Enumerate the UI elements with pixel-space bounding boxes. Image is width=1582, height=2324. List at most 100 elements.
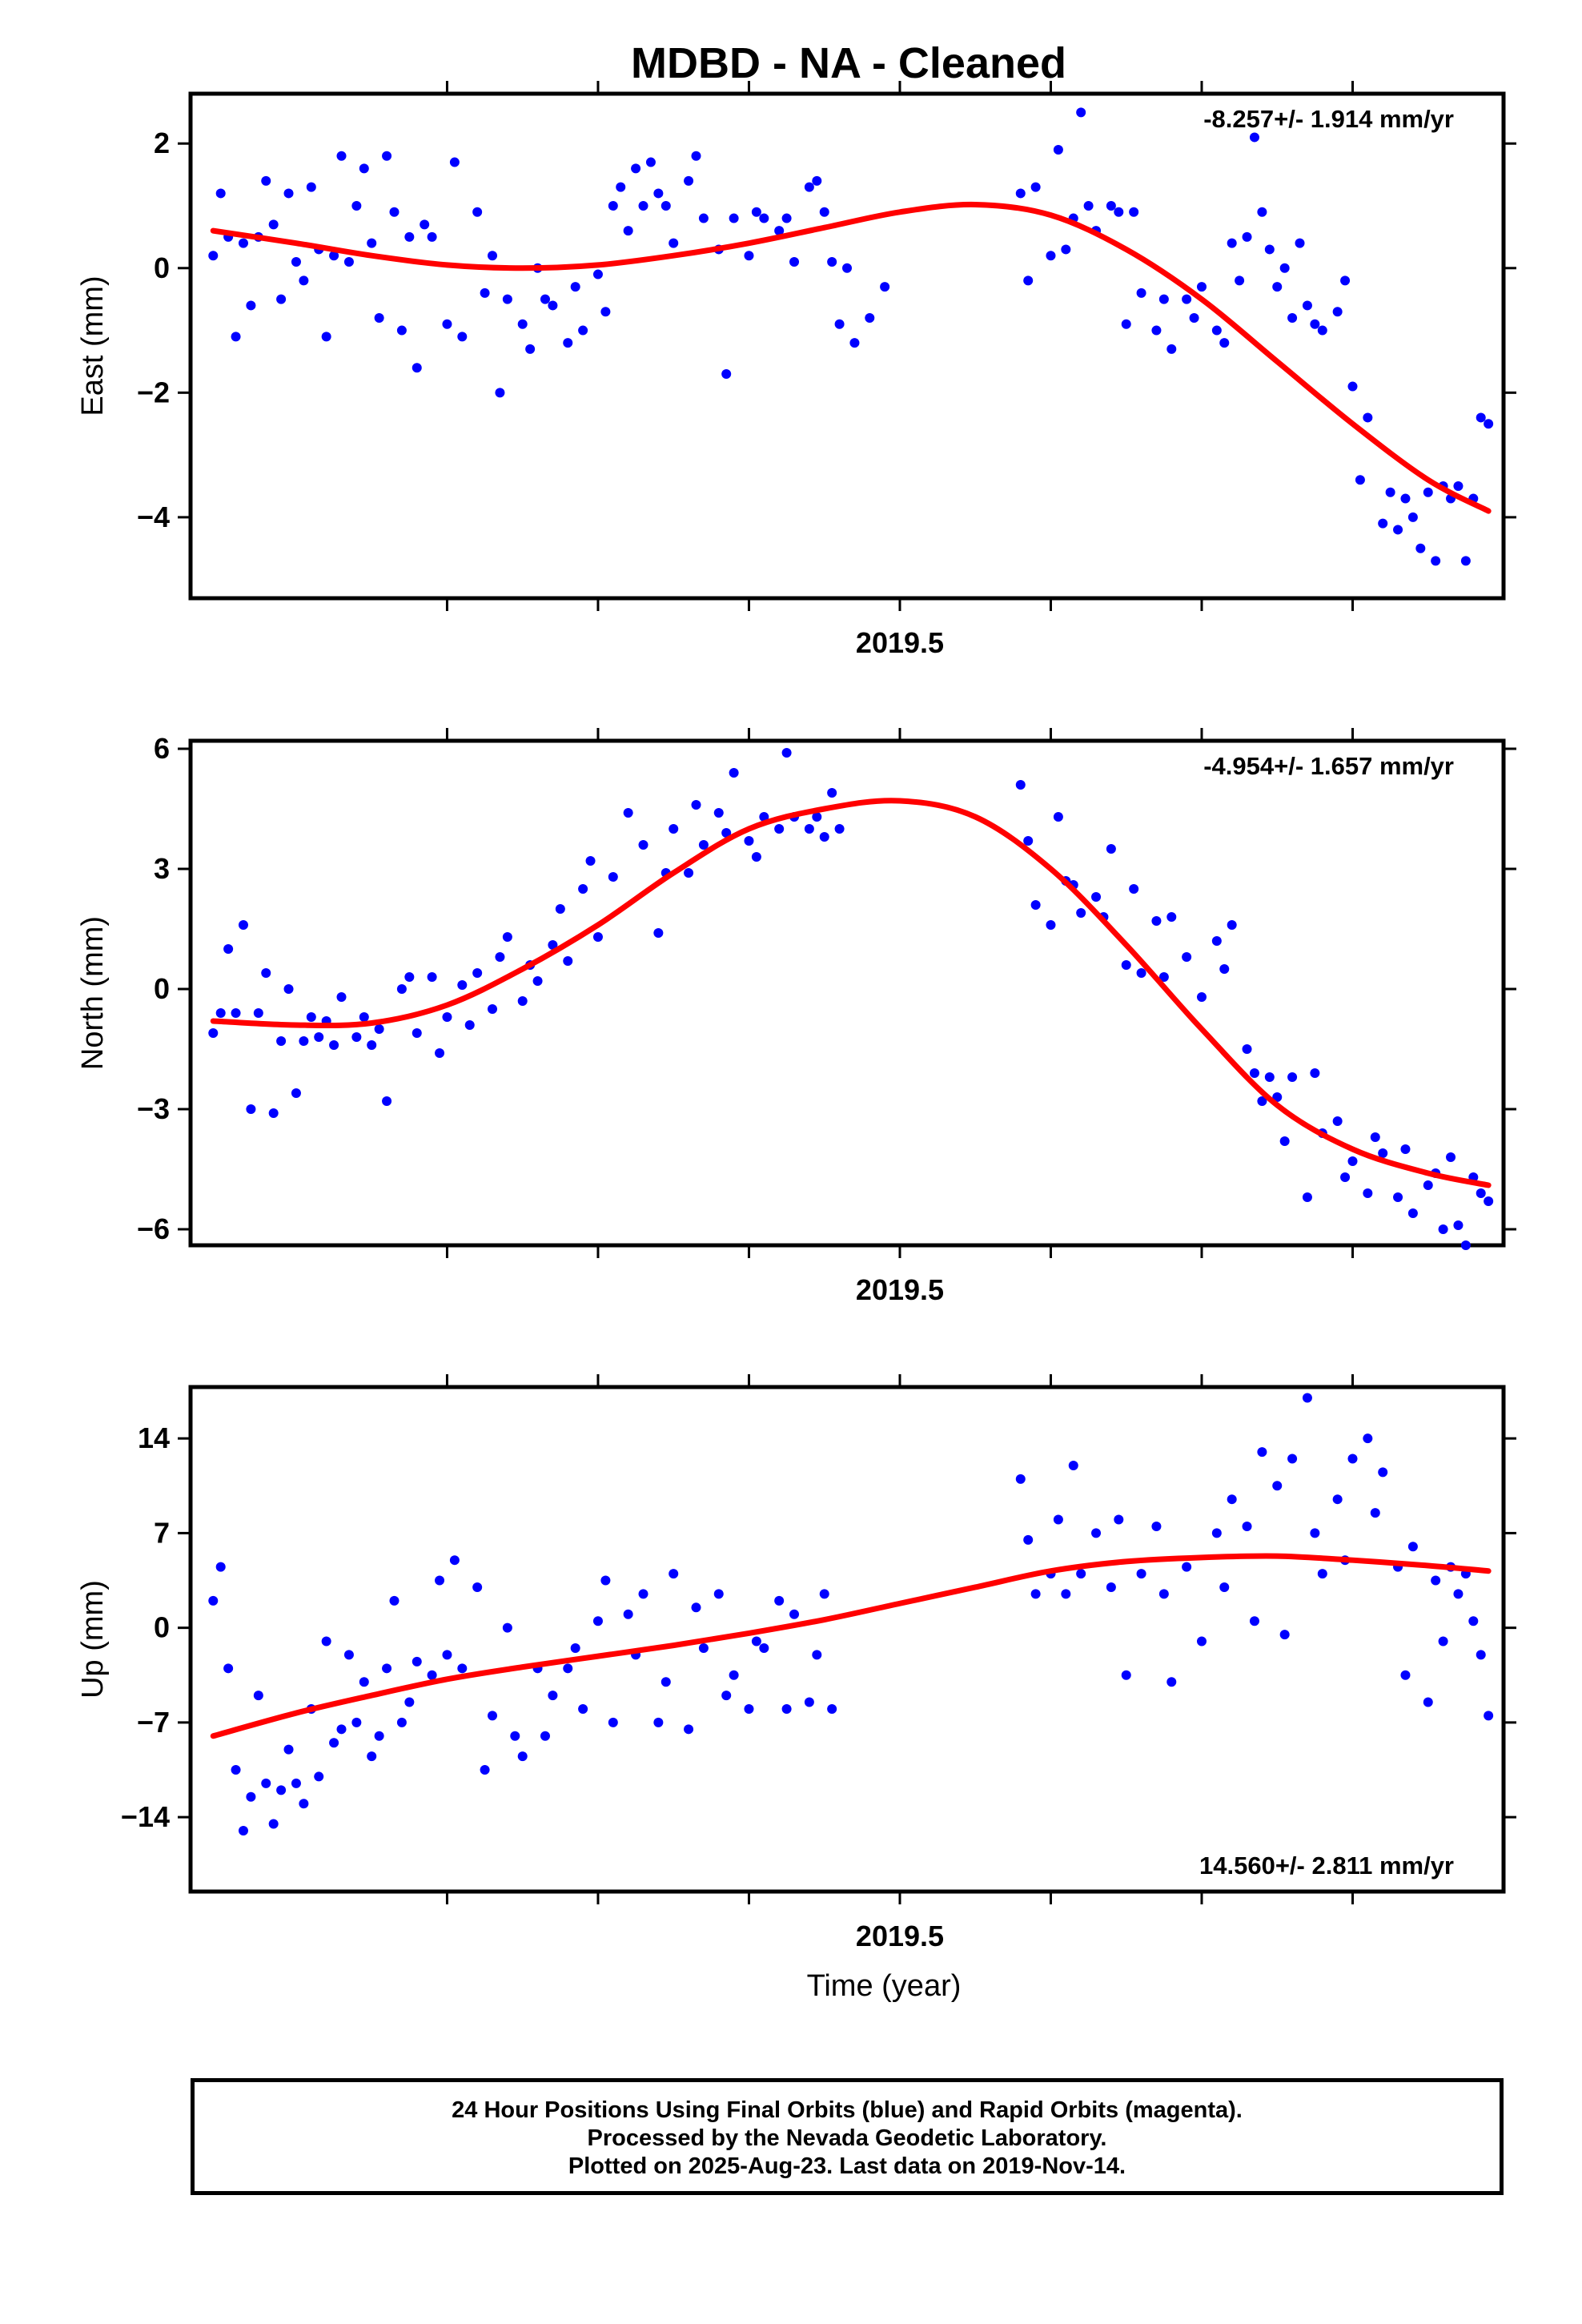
data-point: [721, 369, 732, 379]
data-point: [261, 1778, 271, 1788]
data-point: [488, 1711, 498, 1721]
data-point: [774, 824, 785, 834]
data-point: [1407, 1542, 1418, 1552]
data-point: [555, 904, 565, 914]
data-point: [1310, 319, 1320, 329]
data-point: [865, 313, 875, 323]
data-point: [1219, 964, 1230, 974]
data-point: [1114, 207, 1124, 217]
data-point: [359, 163, 369, 174]
data-point: [812, 1650, 822, 1660]
data-point: [502, 932, 512, 942]
data-point: [563, 956, 573, 966]
data-point: [1407, 512, 1418, 522]
data-point: [669, 824, 679, 834]
data-point: [306, 1012, 316, 1022]
data-point: [698, 840, 709, 850]
data-point: [1061, 1589, 1071, 1599]
data-point: [343, 257, 354, 267]
data-point: [684, 868, 694, 878]
data-point: [578, 884, 588, 894]
data-point: [1158, 1589, 1169, 1599]
data-point: [1030, 900, 1041, 910]
data-point: [268, 1819, 279, 1829]
data-point: [336, 151, 347, 161]
data-point: [1114, 1514, 1124, 1525]
data-point: [729, 768, 739, 778]
velocity-annotation: -4.954+/- 1.657 mm/yr: [1203, 752, 1454, 780]
y-tick-label: 14: [138, 1421, 170, 1454]
data-point: [367, 238, 377, 248]
data-point: [834, 824, 845, 834]
data-point: [1446, 1152, 1456, 1162]
data-point: [1211, 936, 1222, 946]
data-point: [1476, 1650, 1486, 1660]
data-point: [827, 788, 837, 798]
data-point: [759, 213, 769, 223]
data-point: [367, 1040, 377, 1050]
data-point: [1279, 1136, 1290, 1146]
data-point: [684, 1724, 694, 1735]
data-point: [396, 984, 407, 994]
data-point: [1211, 1528, 1222, 1538]
data-point: [1196, 1636, 1207, 1647]
data-point: [744, 1703, 754, 1714]
data-point: [713, 1589, 724, 1599]
data-point: [781, 1703, 792, 1714]
data-point: [442, 319, 452, 329]
data-point: [1257, 1096, 1267, 1106]
data-point: [457, 332, 468, 342]
data-point: [374, 1024, 384, 1034]
data-point: [578, 325, 588, 336]
y-tick-label: 3: [154, 852, 170, 885]
data-point: [1302, 1393, 1312, 1403]
data-point: [600, 1575, 611, 1586]
data-point: [1030, 1589, 1041, 1599]
data-point: [1015, 780, 1026, 790]
data-point: [661, 201, 671, 211]
data-point: [669, 1569, 679, 1579]
data-point: [268, 219, 279, 230]
data-point: [1484, 1196, 1494, 1206]
data-point: [215, 1562, 226, 1572]
data-point: [1400, 1144, 1411, 1154]
data-point: [510, 1731, 520, 1741]
data-point: [827, 257, 837, 267]
data-point: [638, 1589, 648, 1599]
data-point: [713, 808, 724, 818]
data-point: [1076, 908, 1086, 918]
data-point: [457, 980, 468, 990]
y-tick-label: 2: [154, 127, 170, 159]
data-point: [208, 1595, 219, 1606]
data-point: [1046, 920, 1056, 930]
data-point: [283, 188, 294, 199]
data-point: [382, 1663, 392, 1674]
data-point: [404, 972, 415, 982]
data-point: [1136, 968, 1146, 978]
data-point: [321, 1636, 331, 1647]
data-point: [1400, 1670, 1411, 1680]
data-point: [495, 388, 505, 398]
footer-line-2: Processed by the Nevada Geodetic Laborat…: [587, 2125, 1107, 2151]
y-tick-label: 6: [154, 732, 170, 765]
data-point: [1423, 1697, 1433, 1707]
data-point: [299, 1036, 309, 1046]
data-point: [669, 238, 679, 248]
data-point: [336, 1724, 347, 1735]
data-point: [231, 1764, 241, 1775]
data-point: [253, 1008, 263, 1018]
data-point: [744, 251, 754, 261]
data-point: [638, 840, 648, 850]
data-point: [1302, 300, 1312, 311]
data-point: [1015, 188, 1026, 199]
y-tick-label: 0: [154, 251, 170, 284]
y-axis-label: East (mm): [76, 275, 110, 416]
data-point: [435, 1048, 445, 1058]
data-point: [1242, 1521, 1252, 1531]
data-point: [781, 213, 792, 223]
data-point: [359, 1677, 369, 1687]
data-point: [631, 163, 641, 174]
data-point: [1272, 282, 1283, 292]
data-point: [1370, 1508, 1380, 1518]
data-point: [457, 1663, 468, 1674]
